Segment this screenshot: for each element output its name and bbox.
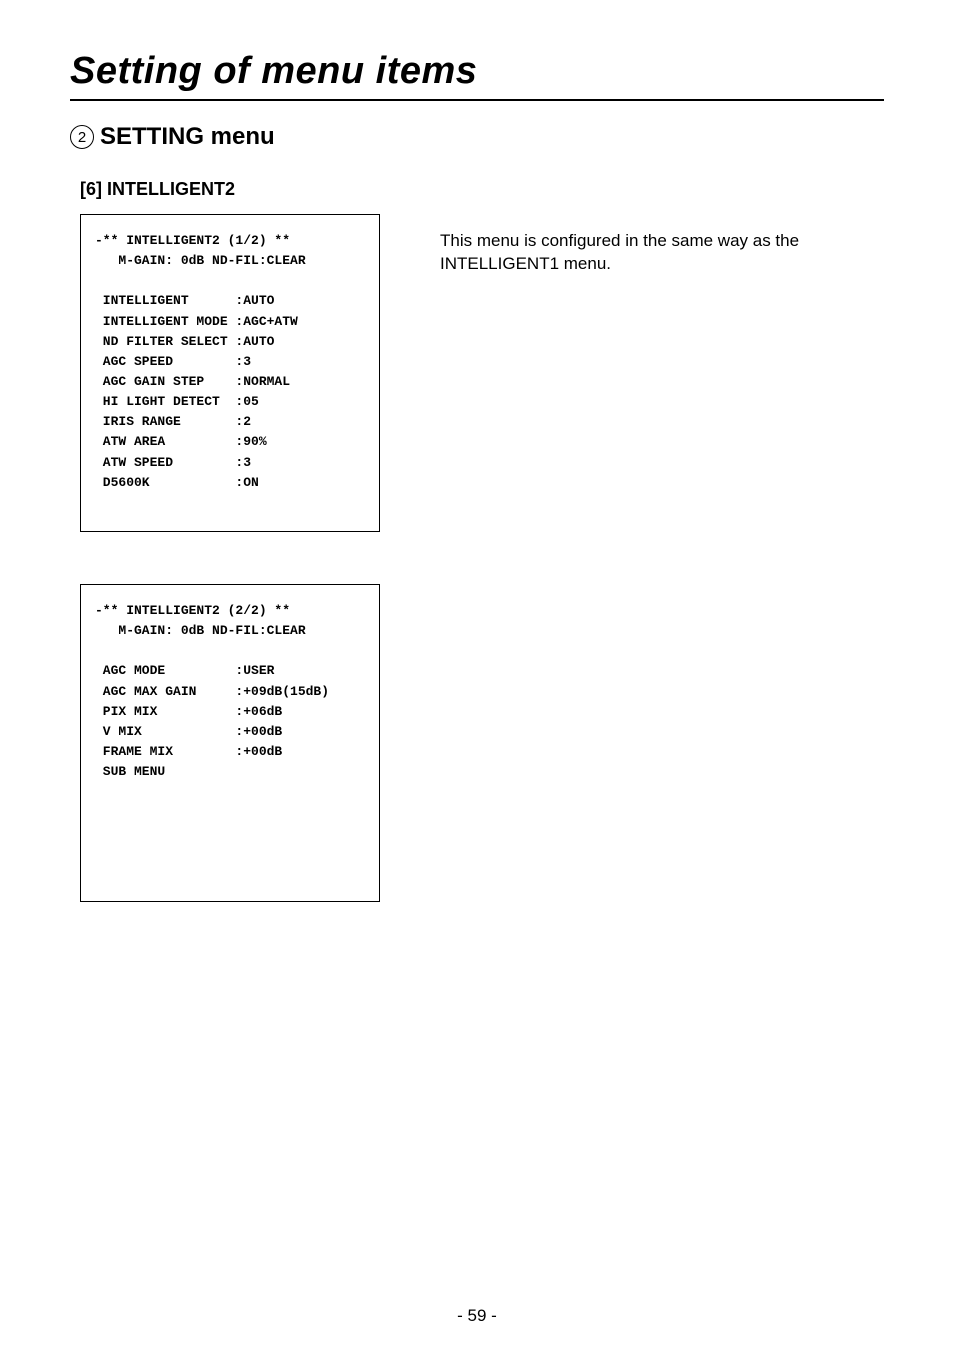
menu-screen-2: -** INTELLIGENT2 (2/2) ** M-GAIN: 0dB ND… — [80, 584, 380, 902]
page-number: - 59 - — [0, 1306, 954, 1326]
spacer — [70, 532, 380, 584]
section-label: SETTING menu — [100, 123, 275, 151]
left-column: -** INTELLIGENT2 (1/2) ** M-GAIN: 0dB ND… — [70, 214, 380, 902]
subsection-heading: [6] INTELLIGENT2 — [80, 179, 884, 200]
section-number-circle: 2 — [70, 125, 94, 149]
page-title: Setting of menu items — [70, 50, 884, 93]
content-columns: -** INTELLIGENT2 (1/2) ** M-GAIN: 0dB ND… — [70, 214, 884, 902]
page: Setting of menu items 2 SETTING menu [6]… — [0, 0, 954, 1354]
menu-screen-1: -** INTELLIGENT2 (1/2) ** M-GAIN: 0dB ND… — [80, 214, 380, 532]
title-rule — [70, 99, 884, 101]
section-heading: 2 SETTING menu — [70, 123, 884, 151]
description-text: This menu is configured in the same way … — [440, 230, 884, 276]
right-column: This menu is configured in the same way … — [440, 214, 884, 276]
